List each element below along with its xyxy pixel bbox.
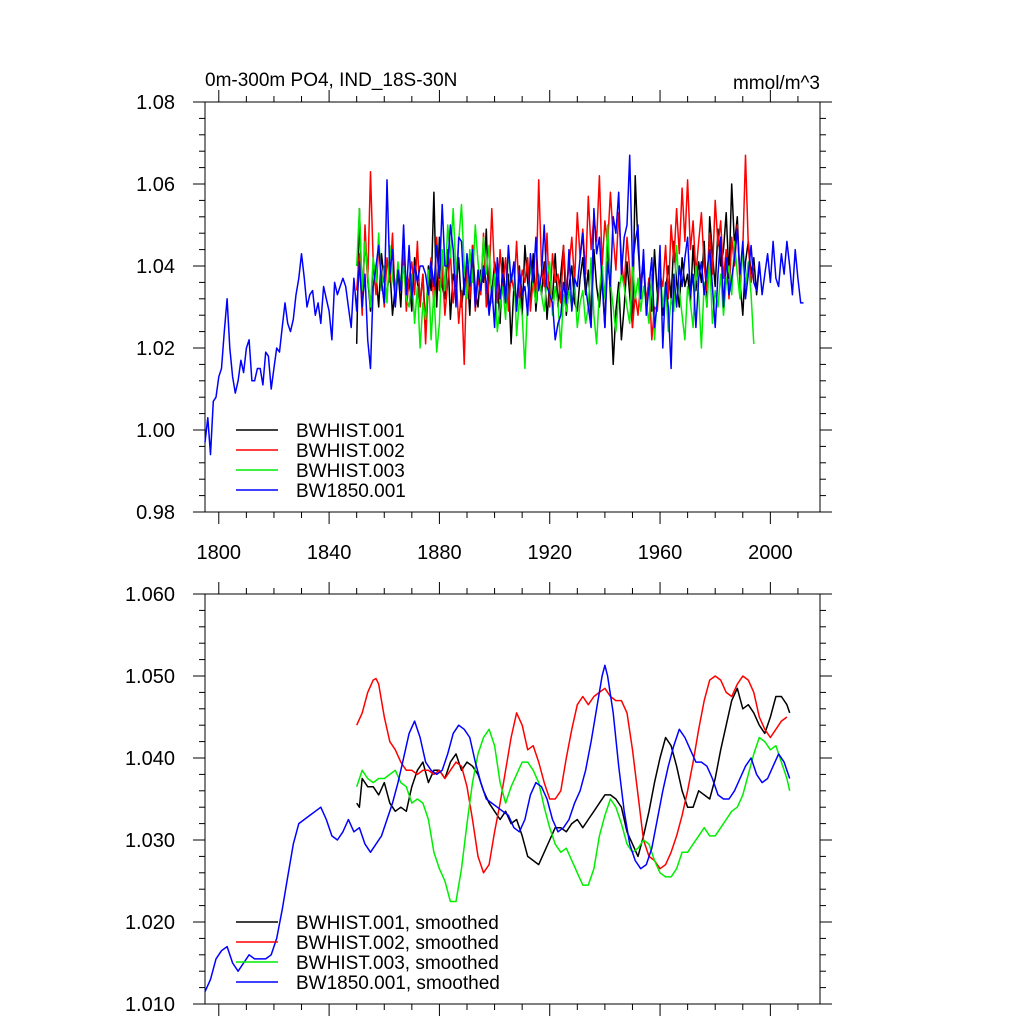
y-tick-label: 1.010 xyxy=(125,994,175,1016)
y-axis: 1.010 1.020 1.030 1.040 1.050 1.060 xyxy=(125,584,832,1016)
legend-label: BWHIST.003 xyxy=(296,461,405,482)
legend-label: BWHIST.002 xyxy=(296,441,405,462)
y-tick-label: 1.050 xyxy=(125,666,175,688)
y-tick-label: 1.060 xyxy=(125,584,175,606)
x-axis: 1800 1840 1880 1920 1960 2000 xyxy=(197,90,799,564)
y-tick-label: 1.030 xyxy=(125,830,175,852)
y-tick-label: 1.040 xyxy=(125,748,175,770)
series-line-bwhist-002 xyxy=(355,154,755,366)
series-line-bwhist-003 xyxy=(355,203,755,370)
x-tick-label: 1880 xyxy=(417,542,462,564)
y-tick-label: 0.98 xyxy=(136,502,175,524)
bottom-panel: 1.010 1.020 1.030 1.040 1.050 1.060 BWHIST.001… xyxy=(125,582,832,1016)
y-tick-label: 1.020 xyxy=(125,912,175,934)
series-line-bwhist-003 xyxy=(355,728,791,903)
y-tick-label: 1.04 xyxy=(136,256,175,278)
units-label: mmol/m^3 xyxy=(733,73,820,94)
top-panel: 1800 1840 1880 1920 1960 2000 0.98 1.00 1.02 1.04… xyxy=(136,70,832,564)
series-group xyxy=(204,154,804,456)
series-line-bwhist-001 xyxy=(356,687,791,866)
legend-label: BW1850.001 xyxy=(296,481,406,502)
x-axis xyxy=(218,582,799,1016)
y-tick-label: 1.08 xyxy=(136,92,175,114)
plot-frame xyxy=(204,101,821,513)
series-line-bw1850-001 xyxy=(204,664,791,993)
x-tick-label: 2000 xyxy=(748,542,793,564)
series-line-bwhist-001 xyxy=(355,175,761,366)
legend-label: BW1850.001, smoothed xyxy=(296,973,500,994)
x-tick-label: 1840 xyxy=(307,542,352,564)
y-tick-label: 1.00 xyxy=(136,420,175,442)
chart-title: 0m-300m PO4, IND_18S-30N xyxy=(205,70,457,91)
series-line-bw1850-001 xyxy=(204,154,804,456)
legend-label: BWHIST.003, smoothed xyxy=(296,953,499,974)
y-axis: 0.98 1.00 1.02 1.04 1.06 1.08 xyxy=(136,92,832,524)
x-tick-label: 1960 xyxy=(638,542,683,564)
x-tick-label: 1920 xyxy=(527,542,572,564)
series-group xyxy=(204,664,791,993)
legend-label: BWHIST.001, smoothed xyxy=(296,913,499,934)
series-line-bwhist-002 xyxy=(356,675,788,874)
y-tick-label: 1.06 xyxy=(136,174,175,196)
legend-label: BWHIST.001 xyxy=(296,421,405,442)
plot-frame xyxy=(204,593,821,1005)
legend-label: BWHIST.002, smoothed xyxy=(296,933,499,954)
x-tick-label: 1800 xyxy=(197,542,242,564)
y-tick-label: 1.02 xyxy=(136,338,175,360)
